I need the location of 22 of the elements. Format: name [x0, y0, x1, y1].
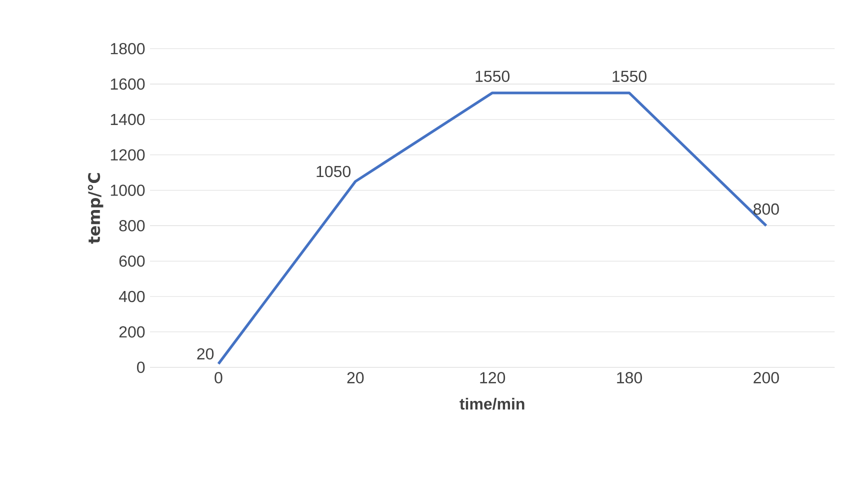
y-tick-label: 400	[118, 290, 145, 302]
data-label: 1050	[316, 166, 351, 178]
y-tick-label: 200	[119, 326, 145, 338]
x-tick-label: 120	[480, 372, 506, 384]
x-tick-label: 180	[617, 372, 642, 384]
y-tick-label: 0	[137, 362, 145, 373]
data-label: 1550	[612, 70, 646, 82]
y-axis-title: temp/℃	[88, 173, 104, 244]
data-label: 20	[197, 348, 214, 360]
y-tick-label: 1200	[110, 149, 145, 161]
x-tick-label: 200	[754, 372, 779, 384]
y-tick-label: 600	[119, 255, 145, 267]
data-label: 1550	[476, 70, 510, 82]
y-tick-label: 1800	[110, 43, 145, 54]
y-tick-label: 1000	[110, 184, 145, 196]
data-label: 800	[754, 203, 779, 215]
y-tick-label: 1400	[110, 114, 145, 126]
x-axis-title: time/min	[460, 398, 524, 410]
x-tick-label: 0	[214, 372, 222, 384]
x-tick-label: 20	[347, 372, 364, 384]
y-tick-label: 800	[119, 220, 145, 232]
y-tick-label: 1600	[110, 78, 145, 90]
